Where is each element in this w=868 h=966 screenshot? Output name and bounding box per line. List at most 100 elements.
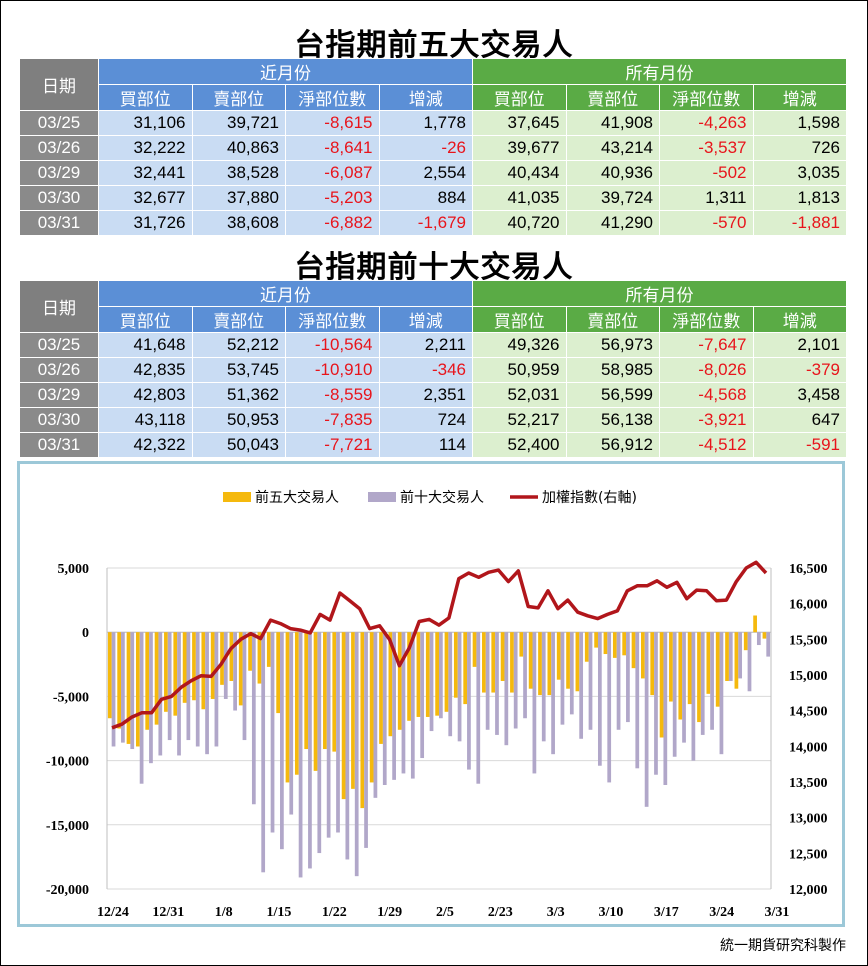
bar-top10	[504, 632, 509, 746]
bar-top5	[463, 632, 468, 705]
bar-top10	[635, 632, 640, 769]
all-month-header: 所有月份	[472, 58, 847, 85]
row-date: 03/25	[19, 110, 99, 136]
table-cell: 32,441	[98, 160, 193, 186]
bar-top10	[223, 632, 228, 699]
bar-top10	[523, 632, 527, 719]
column-header: 增減	[752, 84, 847, 111]
bar-top10	[663, 632, 668, 785]
y2-tick-label: 14,000	[789, 740, 828, 755]
y2-tick-label: 12,000	[789, 883, 828, 898]
table-cell: 114	[378, 432, 473, 458]
bar-top10	[672, 632, 677, 757]
bar-top10	[728, 632, 733, 681]
table-cell: 32,222	[98, 135, 193, 161]
legend-swatch-top5	[223, 492, 251, 502]
bar-top10	[214, 632, 219, 747]
column-header: 買部位	[472, 306, 567, 333]
bar-top10	[747, 632, 752, 692]
bar-top10	[588, 632, 593, 730]
x-tick-label: 3/31	[765, 905, 790, 920]
bar-top5	[734, 632, 739, 689]
bar-top10	[607, 632, 612, 783]
bar-top10	[364, 632, 368, 848]
table-cell: 52,031	[472, 382, 567, 408]
bar-top10	[233, 632, 237, 711]
bar-top10	[756, 632, 761, 646]
bar-top5	[603, 632, 608, 655]
table-cell: 41,290	[565, 210, 660, 236]
bar-top10	[177, 632, 181, 756]
table-cell: -6,882	[285, 210, 380, 236]
table-cell: -502	[659, 160, 754, 186]
table-cell: 31,106	[98, 110, 193, 136]
y2-tick-label: 16,500	[789, 562, 828, 577]
bar-top5	[678, 632, 683, 720]
bar-top10	[551, 632, 555, 755]
bar-top10	[457, 632, 462, 742]
bar-top10	[308, 632, 312, 869]
column-header: 淨部位數	[285, 306, 380, 333]
bar-top10	[597, 632, 602, 766]
table-row: 03/26 32,222 40,863 -8,641 -26 39,677 43,214 -3…	[19, 135, 847, 161]
bar-top5	[631, 632, 636, 669]
table-cell: 38,528	[191, 160, 286, 186]
table-cell: -6,087	[285, 160, 380, 186]
table-row: 03/30 43,118 50,953 -7,835 724 52,217 56,138 -3…	[19, 407, 847, 433]
table-row: 03/29 42,803 51,362 -8,559 2,351 52,031 56,599…	[19, 382, 847, 408]
table-cell: 40,936	[565, 160, 660, 186]
table-row: 03/29 32,441 38,528 -6,087 2,554 40,434 40,936…	[19, 160, 847, 186]
bar-top10	[616, 632, 621, 730]
column-header: 賣部位	[191, 306, 286, 333]
table-cell: 3,458	[752, 382, 847, 408]
table-cell: -10,564	[285, 332, 380, 358]
table-cell: 56,599	[565, 382, 660, 408]
bar-top10	[560, 632, 565, 725]
column-header: 買部位	[98, 306, 193, 333]
table-cell: -1,679	[378, 210, 473, 236]
table-cell: -7,721	[285, 432, 380, 458]
date-header: 日期	[19, 58, 99, 111]
bar-top10	[251, 632, 256, 805]
column-header: 增減	[752, 306, 847, 333]
x-tick-label: 2/5	[436, 905, 454, 920]
bar-top10	[139, 632, 144, 784]
legend-swatch-top10	[368, 492, 396, 502]
table-cell: 40,434	[472, 160, 567, 186]
all-month-header: 所有月份	[472, 280, 847, 307]
bar-top10	[495, 632, 499, 735]
table-cell: 31,726	[98, 210, 193, 236]
table-cell: -570	[659, 210, 754, 236]
row-date: 03/31	[19, 432, 99, 458]
table-cell: 1,311	[659, 185, 754, 211]
table-cell: -8,615	[285, 110, 380, 136]
bar-top10	[401, 632, 406, 774]
y-tick-label: 0	[82, 626, 89, 641]
x-tick-label: 12/24	[97, 905, 129, 920]
table-cell: -26	[378, 135, 473, 161]
y2-tick-label: 12,500	[789, 847, 828, 862]
table-row: 03/31 42,322 50,043 -7,721 114 52,400 56,912 -4…	[19, 432, 847, 458]
bar-top10	[766, 632, 771, 657]
table-row: 03/30 32,677 37,880 -5,203 884 41,035 39,724 1,…	[19, 185, 847, 211]
bar-top5	[425, 632, 430, 717]
table-cell: 58,985	[565, 357, 660, 383]
table-cell: 2,211	[378, 332, 473, 358]
table-cell: 53,745	[191, 357, 286, 383]
table-cell: 49,326	[472, 332, 567, 358]
footer-credit: 統一期貨研究科製作	[720, 938, 846, 954]
table-cell: 43,118	[98, 407, 193, 433]
table-cell: 32,677	[98, 185, 193, 211]
bar-top5	[706, 632, 711, 694]
bar-top10	[261, 632, 266, 873]
y2-tick-label: 15,000	[789, 669, 828, 684]
bar-top5	[388, 632, 393, 737]
near-month-header: 近月份	[98, 58, 473, 85]
bar-top5	[192, 632, 196, 701]
bar-top5	[173, 632, 178, 716]
top10-title: 台指期前十大交易人	[294, 250, 574, 285]
table-row: 03/26 42,835 53,745 -10,910 -346 50,959 58,985…	[19, 357, 847, 383]
x-tick-label: 12/31	[152, 905, 184, 920]
y2-tick-label: 14,500	[789, 705, 828, 720]
table-cell: 39,721	[191, 110, 286, 136]
